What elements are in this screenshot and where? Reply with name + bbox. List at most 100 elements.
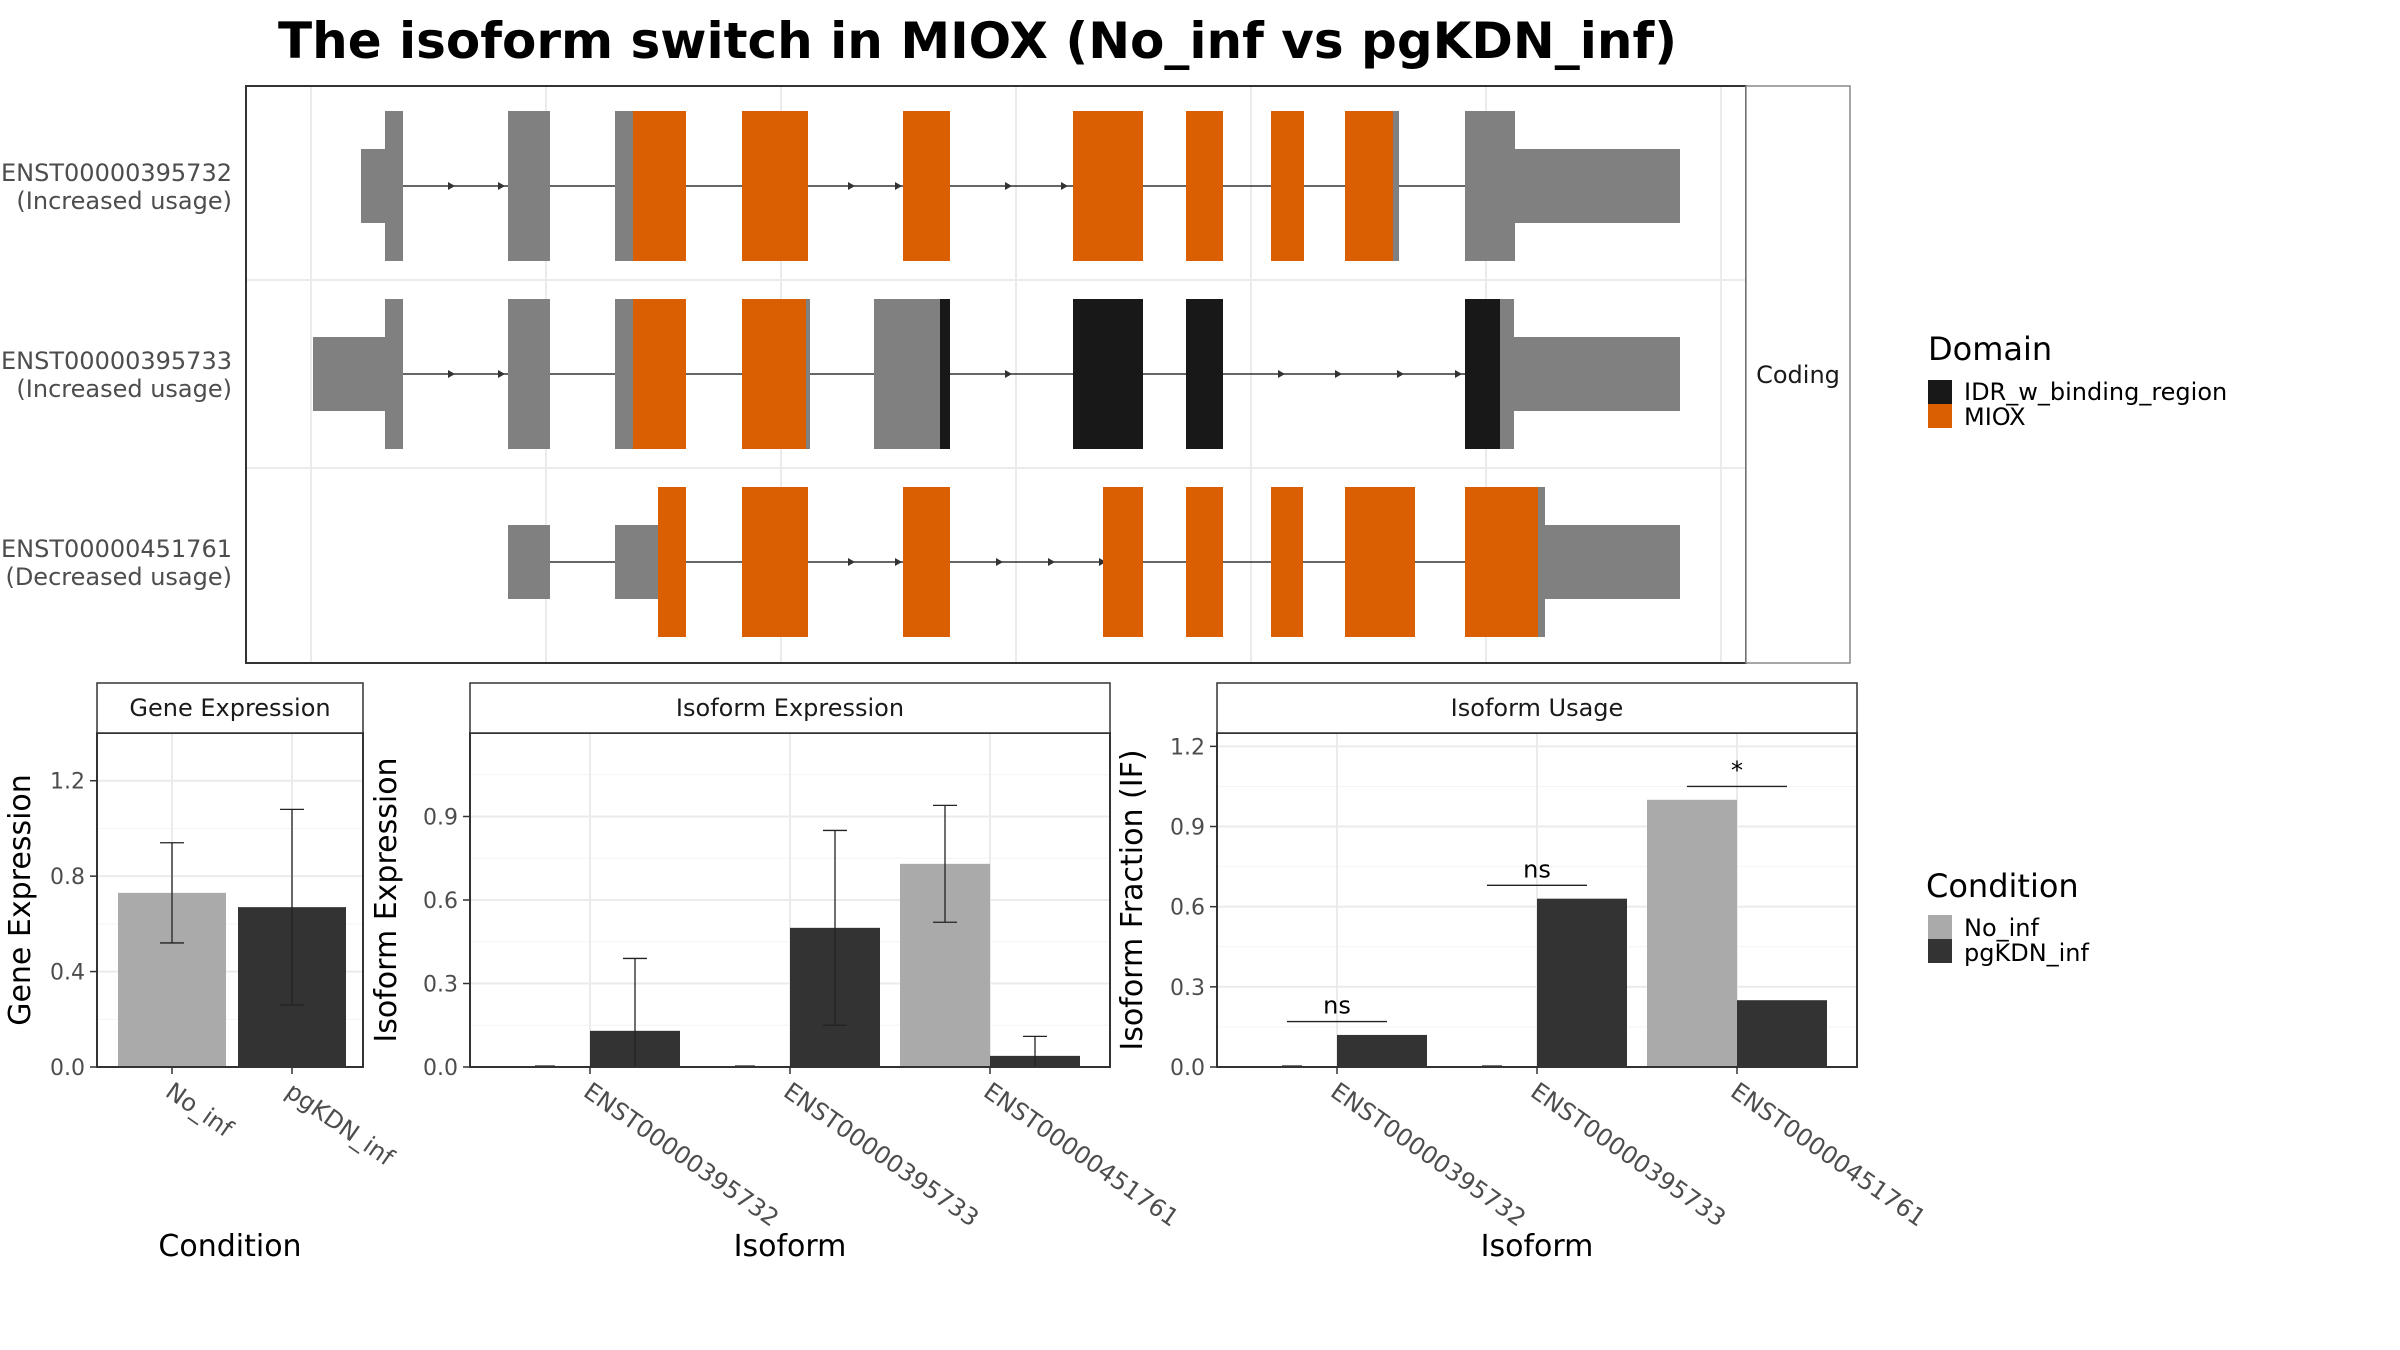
y-tick-label: 0.4 <box>50 961 85 986</box>
exon-miox-domain <box>742 487 808 637</box>
x-tick-label: ENST00000395732 <box>579 1077 784 1232</box>
structure-tracks <box>313 111 1680 637</box>
bar-pgKDN_inf-ENST00000395733 <box>1537 898 1627 1067</box>
exon-coding <box>1500 299 1514 449</box>
exon-coding <box>508 111 550 261</box>
exon-utr <box>1515 149 1680 223</box>
isoform-id-label: ENST00000395732 <box>1 159 232 187</box>
y-tick-label: 0.6 <box>423 889 458 914</box>
panel-strip <box>469 682 1111 734</box>
intron-direction-arrow <box>1061 182 1068 190</box>
exon-utr <box>361 149 385 223</box>
y-axis-title: Isoform Fraction (IF) <box>1115 749 1150 1050</box>
exon-utr <box>508 525 550 599</box>
panel-strip-label: Isoform Expression <box>676 694 904 722</box>
coding-strip <box>1745 85 1851 664</box>
legend-label-pgkdn-inf: pgKDN_inf <box>1964 939 2090 967</box>
panel-strip <box>96 682 364 734</box>
y-tick-label: 0.0 <box>423 1056 458 1081</box>
legend-swatch-idr <box>1928 380 1952 404</box>
exon-miox-domain <box>658 487 686 637</box>
x-tick-label: ENST00000395733 <box>779 1077 984 1232</box>
legend-swatch-miox <box>1928 404 1952 428</box>
exon-coding <box>615 111 633 261</box>
isoform-structure-panel: Coding ENST00000395732(Increased usage)E… <box>1 85 1851 664</box>
intron-direction-arrow <box>1099 558 1106 566</box>
y-tick-label: 0.0 <box>50 1056 85 1081</box>
isoform-usage-label: (Decreased usage) <box>5 563 232 591</box>
significance-label: ns <box>1523 855 1551 883</box>
legend-label-no-inf: No_inf <box>1964 914 2040 942</box>
exon-utr <box>1545 525 1680 599</box>
exon-utr <box>615 525 658 599</box>
exon-miox-domain <box>1186 487 1223 637</box>
intron-direction-arrow <box>1397 370 1404 378</box>
exon-utr <box>313 337 385 411</box>
isoform-id-label: ENST00000451761 <box>1 535 232 563</box>
bar-panel-1: Gene Expression 0.0 0.4 0.8 1.2 No_inf pgKDN_i… <box>3 682 399 1264</box>
panel-strip-label: Gene Expression <box>129 694 330 722</box>
exon-coding <box>385 111 403 261</box>
y-tick-label: 1.2 <box>1170 735 1205 760</box>
intron-direction-arrow <box>448 370 455 378</box>
x-tick-label: ENST00000395732 <box>1326 1077 1531 1232</box>
intron-direction-arrow <box>848 182 855 190</box>
exon-idr-region <box>940 299 950 449</box>
exon-coding <box>1393 111 1399 261</box>
exon-miox-domain <box>1345 111 1393 261</box>
intron-direction-arrow <box>848 558 855 566</box>
intron-direction-arrow <box>1005 370 1012 378</box>
y-axis-title: Gene Expression <box>3 774 38 1026</box>
bar-pgKDN_inf-ENST00000451761 <box>1737 1000 1827 1067</box>
exon-utr <box>1514 337 1680 411</box>
intron-direction-arrow <box>448 182 455 190</box>
y-tick-label: 0.9 <box>1170 816 1205 841</box>
isoform-id-label: ENST00000395733 <box>1 347 232 375</box>
x-tick-label: ENST00000451761 <box>1726 1077 1931 1232</box>
exon-miox-domain <box>1271 487 1303 637</box>
exon-miox-domain <box>742 111 808 261</box>
significance-label: * <box>1731 756 1743 784</box>
isoform-track-1 <box>361 111 1680 261</box>
condition-legend-title: Condition <box>1926 867 2079 905</box>
exon-miox-domain <box>1271 111 1304 261</box>
isoform-labels: ENST00000395732(Increased usage)ENST0000… <box>1 159 232 591</box>
exon-coding <box>1538 487 1545 637</box>
y-tick-label: 0.6 <box>1170 896 1205 921</box>
x-tick-label: No_inf <box>161 1077 239 1143</box>
x-tick-label: ENST00000451761 <box>979 1077 1184 1232</box>
exon-idr-region <box>1186 299 1223 449</box>
y-tick-label: 0.0 <box>1170 1056 1205 1081</box>
bar-panel-2: Isoform Expression 0.0 0.3 0.6 0.9 ENST000003… <box>369 682 1184 1264</box>
isoform-track-3 <box>508 487 1680 637</box>
y-tick-label: 0.3 <box>423 973 458 998</box>
exon-miox-domain <box>633 111 686 261</box>
domain-legend: Domain IDR_w_binding_region MIOX <box>1928 330 2227 431</box>
exon-miox-domain <box>1073 111 1143 261</box>
y-tick-label: 0.9 <box>423 806 458 831</box>
exon-miox-domain <box>633 299 686 449</box>
exon-coding <box>615 299 633 449</box>
exon-coding <box>1465 111 1515 261</box>
domain-legend-title: Domain <box>1928 330 2052 368</box>
intron-direction-arrow <box>1278 370 1285 378</box>
bar-chart-panels: Gene Expression 0.0 0.4 0.8 1.2 No_inf pgKDN_i… <box>3 682 1931 1264</box>
intron-direction-arrow <box>1048 558 1055 566</box>
bar-pgKDN_inf-ENST00000395732 <box>1337 1034 1427 1067</box>
exon-miox-domain <box>742 299 806 449</box>
exon-idr-region <box>1465 299 1500 449</box>
condition-legend: Condition No_inf pgKDN_inf <box>1926 867 2090 967</box>
intron-direction-arrow <box>498 370 505 378</box>
intron-direction-arrow <box>996 558 1003 566</box>
y-axis-title: Isoform Expression <box>369 757 404 1042</box>
x-tick-label: ENST00000395733 <box>1526 1077 1731 1232</box>
coding-strip-label: Coding <box>1756 361 1840 389</box>
exon-idr-region <box>1073 299 1143 449</box>
exon-miox-domain <box>1103 487 1143 637</box>
intron-direction-arrow <box>1335 370 1342 378</box>
exon-miox-domain <box>1345 487 1415 637</box>
isoform-track-2 <box>313 299 1680 449</box>
exon-coding <box>874 299 940 449</box>
y-tick-label: 0.3 <box>1170 976 1205 1001</box>
